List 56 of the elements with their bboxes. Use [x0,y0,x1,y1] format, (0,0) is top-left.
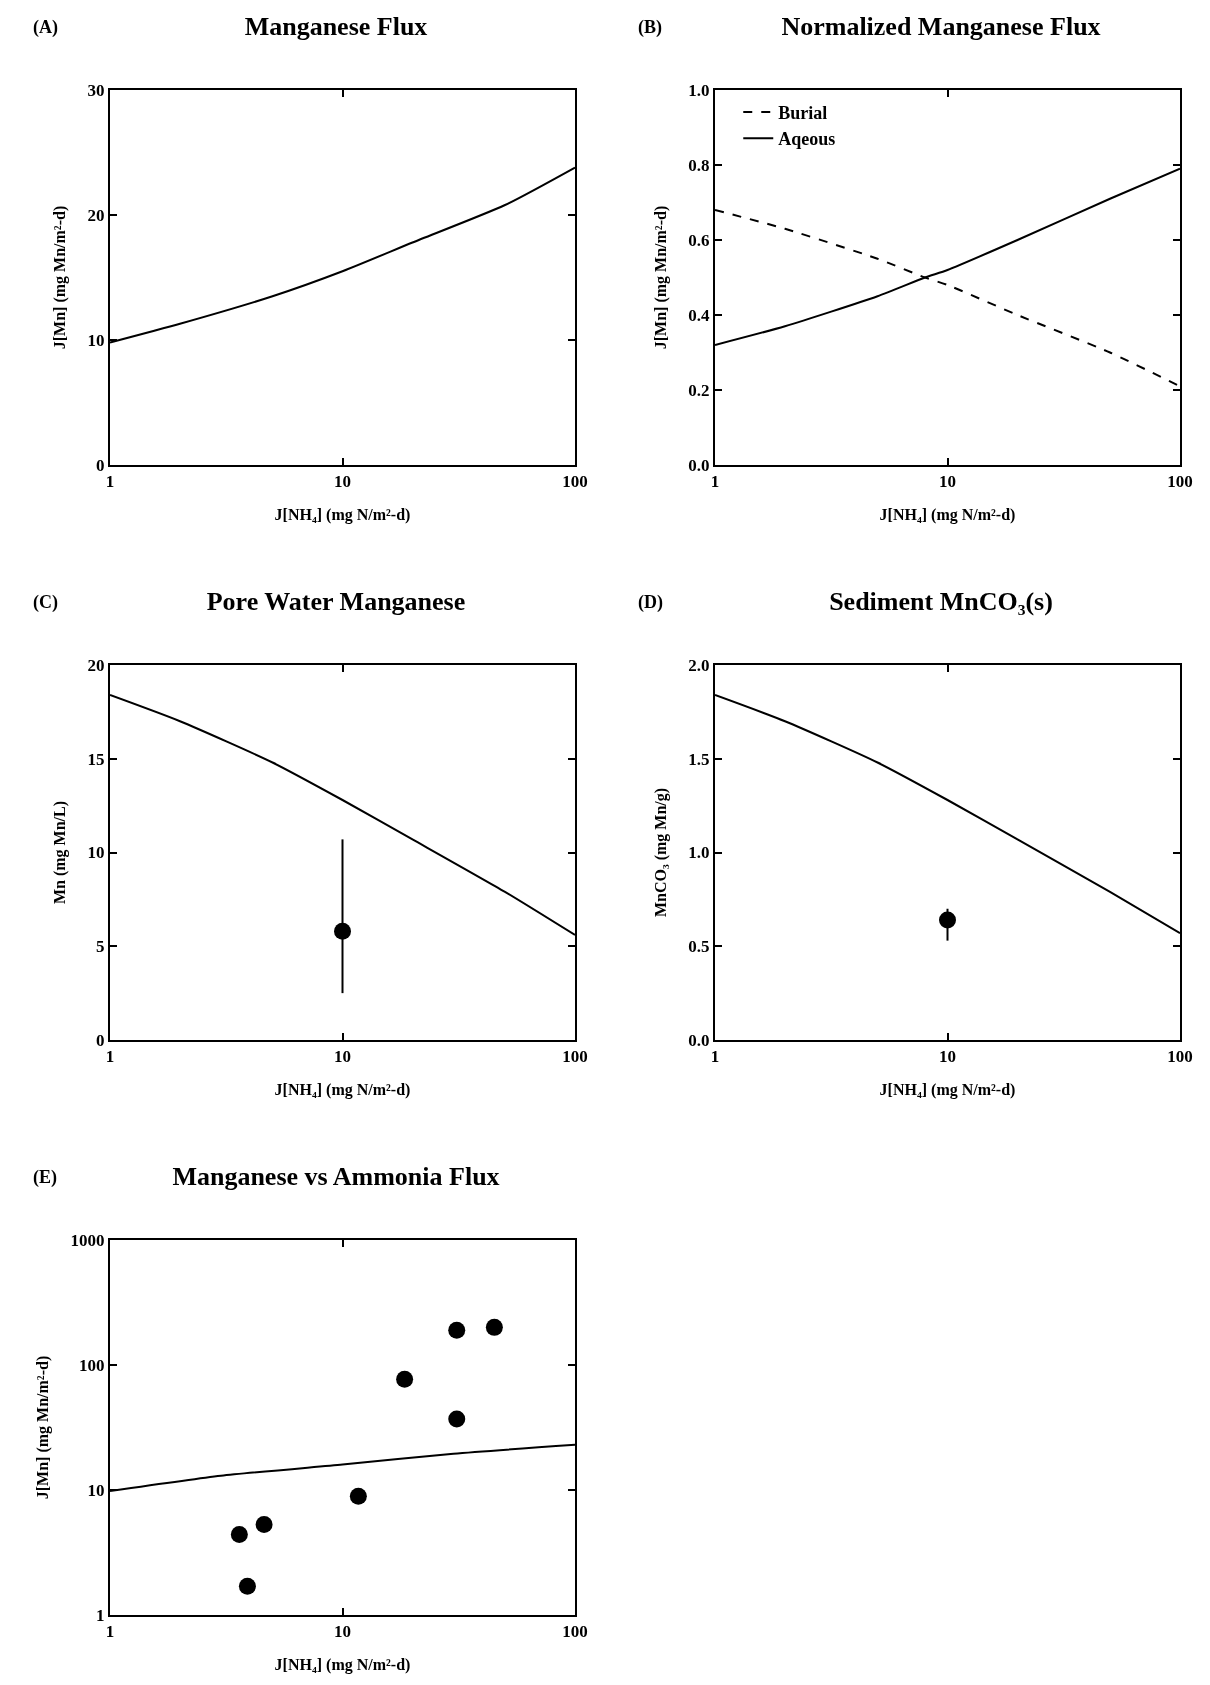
y-tick-label: 1.5 [688,749,710,769]
y-axis-title: J[Mn] (mg Mn/m²-d) [51,205,69,350]
x-tick-label: 100 [562,1622,588,1642]
y-axis-title: MnCO₃ (mg Mn/g) [651,787,670,918]
y-tick-label: 0.4 [688,305,711,325]
y-tick-label: 2.0 [688,655,710,675]
chart-title: Manganese Flux [244,11,428,41]
y-tick-label: 30 [87,80,105,100]
y-axis-title: J[Mn] (mg Mn/m²-d) [34,1355,52,1500]
chart-title: Sediment MnCO₃(s) [829,586,1053,616]
text: (D) [638,592,663,613]
y-tick-label: 0 [96,455,105,475]
x-tick-label: 100 [1167,1047,1193,1067]
legend-label: Burial [778,102,828,123]
y-tick-label: 1.0 [688,843,710,863]
y-tick-label: 0.0 [688,1030,710,1050]
x-tick-label: 100 [1167,472,1193,492]
y-tick-label: 1000 [70,1230,105,1250]
x-tick-label: 10 [334,1047,351,1067]
y-tick-label: 15 [87,749,105,769]
y-axis-title: J[Mn] (mg Mn/m²-d) [651,205,670,350]
chart-title: Manganese vs Ammonia Flux [172,1161,500,1191]
y-tick-label: 0 [96,1030,105,1050]
chart-title: Normalized Manganese Flux [781,11,1101,41]
y-tick-label: 0.8 [688,155,710,175]
y-tick-label: 0.5 [688,937,710,957]
y-tick-label: 20 [87,205,105,225]
x-tick-label: 10 [334,1622,351,1642]
y-tick-label: 0.2 [688,380,710,400]
y-tick-label: 100 [79,1355,105,1375]
y-tick-label: 0.6 [688,230,710,250]
y-tick-label: 0.0 [688,455,710,475]
y-tick-label: 10 [87,330,105,350]
x-axis-title: J[NH₄] (mg N/m²-d) [274,1655,411,1674]
text: (A) [33,17,58,38]
y-axis-title: Mn (mg Mn/L) [51,800,69,905]
text: (C) [33,592,58,613]
y-tick-label: 1.0 [688,80,710,100]
y-tick-label: 5 [96,937,105,957]
x-tick-label: 100 [562,472,588,492]
x-tick-label: 10 [939,472,956,492]
y-tick-label: 20 [87,655,105,675]
y-tick-label: 1 [96,1605,105,1625]
x-tick-label: 100 [562,1047,588,1067]
x-axis-title: J[NH₄] (mg N/m²-d) [879,505,1016,524]
x-axis-title: J[NH₄] (mg N/m²-d) [879,1080,1016,1099]
x-axis-title: J[NH₄] (mg N/m²-d) [274,505,411,524]
x-axis-title: J[NH₄] (mg N/m²-d) [274,1080,411,1099]
y-tick-label: 10 [87,1480,105,1500]
text: (B) [638,17,662,38]
text: (E) [33,1167,57,1188]
x-tick-label: 10 [334,472,351,492]
chart-title: Pore Water Manganese [206,586,466,616]
y-tick-label: 10 [87,843,105,863]
legend-label: Aqeous [778,129,836,150]
x-tick-label: 10 [939,1047,956,1067]
